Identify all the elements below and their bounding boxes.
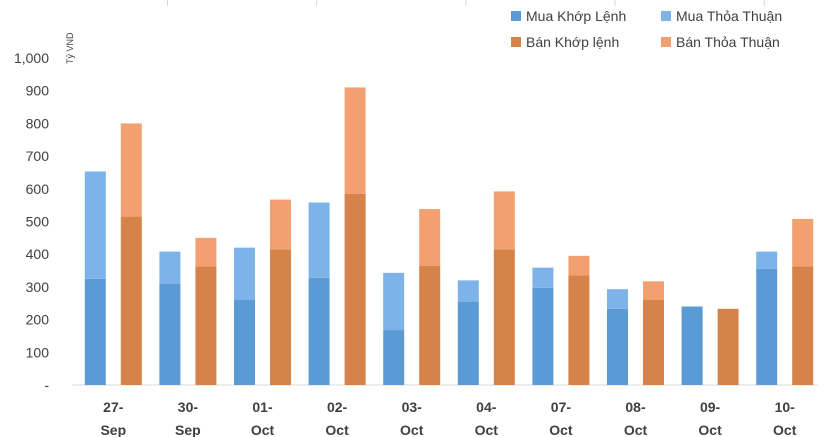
x-tick-label: 08-Oct: [624, 399, 648, 437]
x-tick-label: 01-Oct: [251, 399, 275, 437]
x-tick-label: 07-Oct: [549, 399, 573, 437]
bar-mua-segment: [532, 267, 554, 288]
y-tick-label: 600: [26, 181, 50, 197]
y-tick-label: 800: [26, 115, 50, 131]
bar-ban-segment: [493, 249, 515, 385]
bar-ban-segment: [792, 266, 814, 385]
x-tick-label: 04-Oct: [475, 399, 499, 437]
y-axis-unit-label: Tỷ VND: [65, 32, 75, 64]
bar-mua-segment: [457, 301, 479, 385]
bar-mua-segment: [84, 171, 106, 279]
y-tick-label: 400: [26, 246, 50, 262]
legend-swatch: [511, 37, 521, 47]
bar-ban-segment: [344, 87, 366, 194]
legend-label: Bán Khớp lệnh: [526, 34, 619, 50]
bar-ban-segment: [270, 199, 291, 250]
legend-swatch: [661, 11, 671, 21]
bar-mua-segment: [308, 277, 330, 385]
bars: [84, 87, 814, 385]
bar-mua-segment: [607, 289, 628, 309]
y-tick-label: 100: [26, 344, 50, 360]
x-tick-label: 09-Oct: [698, 399, 722, 437]
legend-label: Mua Thỏa Thuận: [676, 8, 782, 24]
bar-mua-segment: [532, 287, 554, 385]
top-tick-marks: [166, 0, 765, 6]
y-tick-label: 500: [26, 214, 50, 230]
bar-mua-segment: [234, 299, 255, 385]
bar-ban-segment: [792, 218, 814, 267]
bar-mua-segment: [234, 247, 255, 300]
legend-swatch: [511, 11, 521, 21]
bar-ban-segment: [120, 216, 142, 385]
x-tick-label: 02-Oct: [325, 399, 349, 437]
bar-ban-segment: [568, 255, 590, 276]
x-tick-label: 30-Sep: [175, 399, 201, 437]
y-tick-label: 200: [26, 312, 50, 328]
legend: Mua Khớp Lệnh Mua Thỏa Thuận Bán Khớp lệnh…: [511, 8, 782, 50]
y-axis-ticks: - 100 200 300 400 500 600 700 800 900 1,000: [14, 50, 49, 393]
bar-mua-segment: [756, 251, 778, 269]
legend-label: Mua Khớp Lệnh: [526, 8, 626, 24]
y-tick-label: 300: [26, 279, 50, 295]
y-tick-label: -: [44, 377, 49, 393]
bar-ban-segment: [643, 281, 664, 300]
bar-ban-segment: [120, 123, 142, 217]
x-tick-label: 27-Sep: [100, 399, 126, 437]
bar-mua-segment: [159, 283, 181, 385]
bar-mua-segment: [308, 202, 330, 278]
bar-mua-segment: [383, 272, 405, 331]
bar-ban-segment: [270, 249, 291, 385]
bar-mua-segment: [457, 280, 479, 302]
bar-ban-segment: [643, 299, 664, 385]
bar-ban-segment: [419, 265, 441, 385]
bar-mua-segment: [159, 251, 181, 284]
bar-ban-segment: [419, 209, 441, 266]
legend-label: Bán Thỏa Thuận: [676, 34, 780, 50]
bar-ban-segment: [195, 266, 217, 385]
x-tick-label: 10-Oct: [773, 399, 797, 437]
bar-mua-segment: [607, 308, 628, 385]
bar-mua-segment: [84, 278, 106, 385]
y-tick-label: 1,000: [14, 50, 49, 66]
bar-mua-segment: [756, 268, 778, 385]
legend-swatch: [661, 37, 671, 47]
y-tick-label: 700: [26, 148, 50, 164]
x-axis-ticks: 27-Sep 30-Sep 01-Oct 02-Oct 03-Oct 04-Oct 07-O…: [100, 399, 796, 437]
bar-ban-segment: [195, 237, 217, 267]
bar-ban-segment: [717, 308, 739, 385]
y-tick-label: 900: [26, 83, 50, 99]
bar-ban-segment: [344, 193, 366, 385]
bar-mua-segment: [383, 330, 405, 385]
x-tick-label: 03-Oct: [400, 399, 424, 437]
bar-mua-segment: [681, 306, 703, 385]
bar-ban-segment: [568, 275, 590, 385]
bar-ban-segment: [493, 191, 515, 250]
